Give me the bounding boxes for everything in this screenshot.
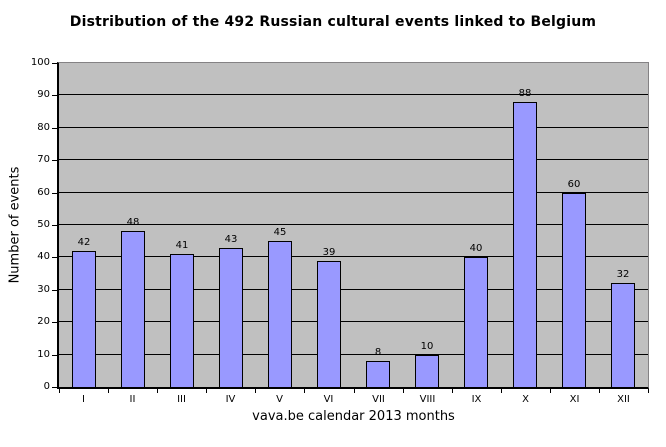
y-tick-label: 90 <box>37 89 50 100</box>
bar-value-label: 39 <box>322 247 336 258</box>
y-tick-label: 70 <box>37 154 50 165</box>
x-tick-mark <box>403 389 404 393</box>
bar-value-label: 40 <box>469 243 483 254</box>
bar-value-label: 88 <box>518 88 532 99</box>
x-tick-mark <box>304 389 305 393</box>
bar <box>219 248 243 387</box>
bar-value-label: 45 <box>273 227 287 238</box>
y-tick-label: 20 <box>37 316 50 327</box>
x-tick-label: I <box>82 394 85 405</box>
x-tick-mark <box>599 389 600 393</box>
x-tick-label: VII <box>372 394 385 405</box>
bar-value-label: 10 <box>420 341 434 352</box>
x-tick-label: IV <box>225 394 236 405</box>
x-tick-label: III <box>177 394 186 405</box>
x-tick-label: IX <box>471 394 482 405</box>
bar <box>121 231 145 387</box>
x-tick-mark <box>108 389 109 393</box>
bar <box>513 102 537 387</box>
x-tick-mark <box>648 389 649 393</box>
x-tick-mark <box>206 389 207 393</box>
x-tick-label: V <box>276 394 283 405</box>
gridline <box>59 192 648 193</box>
y-axis-title: Number of events <box>7 166 23 284</box>
bar-value-label: 60 <box>567 179 581 190</box>
bar <box>562 193 586 387</box>
x-axis-title: vava.be calendar 2013 months <box>252 409 455 424</box>
bar-value-label: 48 <box>126 217 140 228</box>
x-tick-label: VI <box>323 394 334 405</box>
chart-title: Distribution of the 492 Russian cultural… <box>69 14 597 30</box>
bar-value-label: 8 <box>374 347 382 358</box>
bar <box>611 283 635 387</box>
gridline <box>59 159 648 160</box>
gridline <box>59 94 648 95</box>
x-tick-mark <box>501 389 502 393</box>
plot-area: 42 48 41 43 45 39 8 10 40 88 60 32 <box>57 62 649 389</box>
x-tick-label: VIII <box>419 394 436 405</box>
gridline <box>59 127 648 128</box>
bar <box>366 361 390 387</box>
bar <box>464 257 488 387</box>
x-tick-mark <box>157 389 158 393</box>
bar <box>170 254 194 387</box>
y-tick-label: 0 <box>43 381 50 392</box>
x-tick-mark <box>255 389 256 393</box>
gridline <box>59 224 648 225</box>
gridline <box>59 256 648 257</box>
gridline <box>59 289 648 290</box>
bar <box>317 261 341 387</box>
x-tick-mark <box>550 389 551 393</box>
x-tick-mark <box>354 389 355 393</box>
bar-value-label: 41 <box>175 240 189 251</box>
x-tick-mark <box>59 389 60 393</box>
gridline <box>59 321 648 322</box>
bar-value-label: 32 <box>616 269 630 280</box>
bar <box>415 355 439 387</box>
y-tick-label: 30 <box>37 284 50 295</box>
y-tick-label: 100 <box>30 57 50 68</box>
y-tick-label: 80 <box>37 122 50 133</box>
x-tick-label: XII <box>617 394 630 405</box>
y-tick-label: 10 <box>37 349 50 360</box>
bar-value-label: 42 <box>77 237 91 248</box>
x-tick-label: X <box>522 394 529 405</box>
x-tick-mark <box>452 389 453 393</box>
x-tick-label: II <box>129 394 136 405</box>
bar <box>72 251 96 387</box>
x-tick-label: XI <box>569 394 580 405</box>
bar <box>268 241 292 387</box>
gridline <box>59 354 648 355</box>
bar-value-label: 43 <box>224 234 238 245</box>
